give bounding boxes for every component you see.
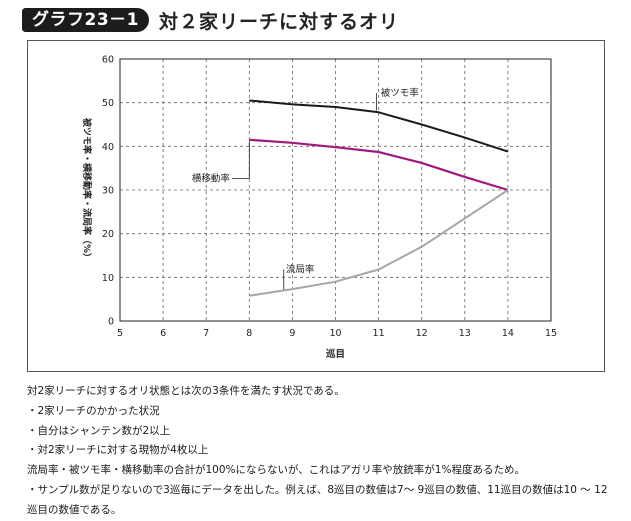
figure-title: 対２家リーチに対するオリ <box>159 10 400 33</box>
x-tick-label: 11 <box>373 328 385 339</box>
x-tick-label: 5 <box>117 328 123 339</box>
y-tick-label: 30 <box>102 186 114 197</box>
series-label: 横移動率 <box>192 173 231 185</box>
x-tick-label: 6 <box>160 328 166 339</box>
series-label: 被ツモ率 <box>381 87 420 99</box>
title-row: グラフ23－1 対２家リーチに対するオリ <box>22 6 399 34</box>
note-line: 対2家リーチに対するオリ状態とは次の3条件を満たす状況である。 <box>27 385 345 397</box>
figure-label-badge: グラフ23－1 <box>22 8 149 32</box>
line-chart: 5 6 7 8 9 10 11 12 13 14 15 0 10 20 30 40 50 60 巡目 被ツモ率・横移動… <box>81 55 557 361</box>
series-line <box>249 189 509 297</box>
series-label: 流局率 <box>286 263 315 275</box>
note-line: 巡目の数値である。 <box>27 503 122 516</box>
series-line <box>249 99 509 153</box>
note-line: ・2家リーチのかかった状況 <box>27 404 160 417</box>
x-tick-label: 12 <box>416 328 428 339</box>
note-line: ・サンプル数が足りないので3巡毎にデータを出した。例えば、8巡目の数値は7～ 9… <box>27 483 608 496</box>
note-line: ・対2家リーチに対する現物が4枚以上 <box>27 444 209 457</box>
y-axis-label: 被ツモ率・横移動率・流局率（%） <box>81 118 93 262</box>
x-tick-label: 15 <box>545 328 557 339</box>
y-tick-label: 40 <box>102 142 114 153</box>
y-tick-label: 50 <box>102 98 114 109</box>
y-tick-label: 20 <box>102 229 114 240</box>
x-axis-label: 巡目 <box>326 348 345 360</box>
chart-frame: 5 6 7 8 9 10 11 12 13 14 15 0 10 20 30 40 50 60 巡目 被ツモ率・横移動… <box>27 40 605 372</box>
plot-area <box>119 58 552 322</box>
y-tick-label: 60 <box>102 55 114 66</box>
x-tick-label: 10 <box>329 328 341 339</box>
x-tick-label: 9 <box>289 328 295 339</box>
x-tick-label: 8 <box>246 328 252 339</box>
x-tick-label: 14 <box>502 328 514 339</box>
note-line: 流局率・被ツモ率・横移動率の合計が100%にならないが、これはアガリ率や放銃率が… <box>27 464 525 477</box>
x-tick-label: 13 <box>459 328 471 339</box>
series-line <box>249 138 509 192</box>
x-tick-label: 7 <box>203 328 209 339</box>
note-line: ・自分はシャンテン数が2以上 <box>27 424 171 437</box>
notes: 対2家リーチに対するオリ状態とは次の3条件を満たす状況である。 ・2家リーチのか… <box>27 382 627 521</box>
y-tick-label: 0 <box>108 317 114 328</box>
y-tick-label: 10 <box>102 273 114 284</box>
